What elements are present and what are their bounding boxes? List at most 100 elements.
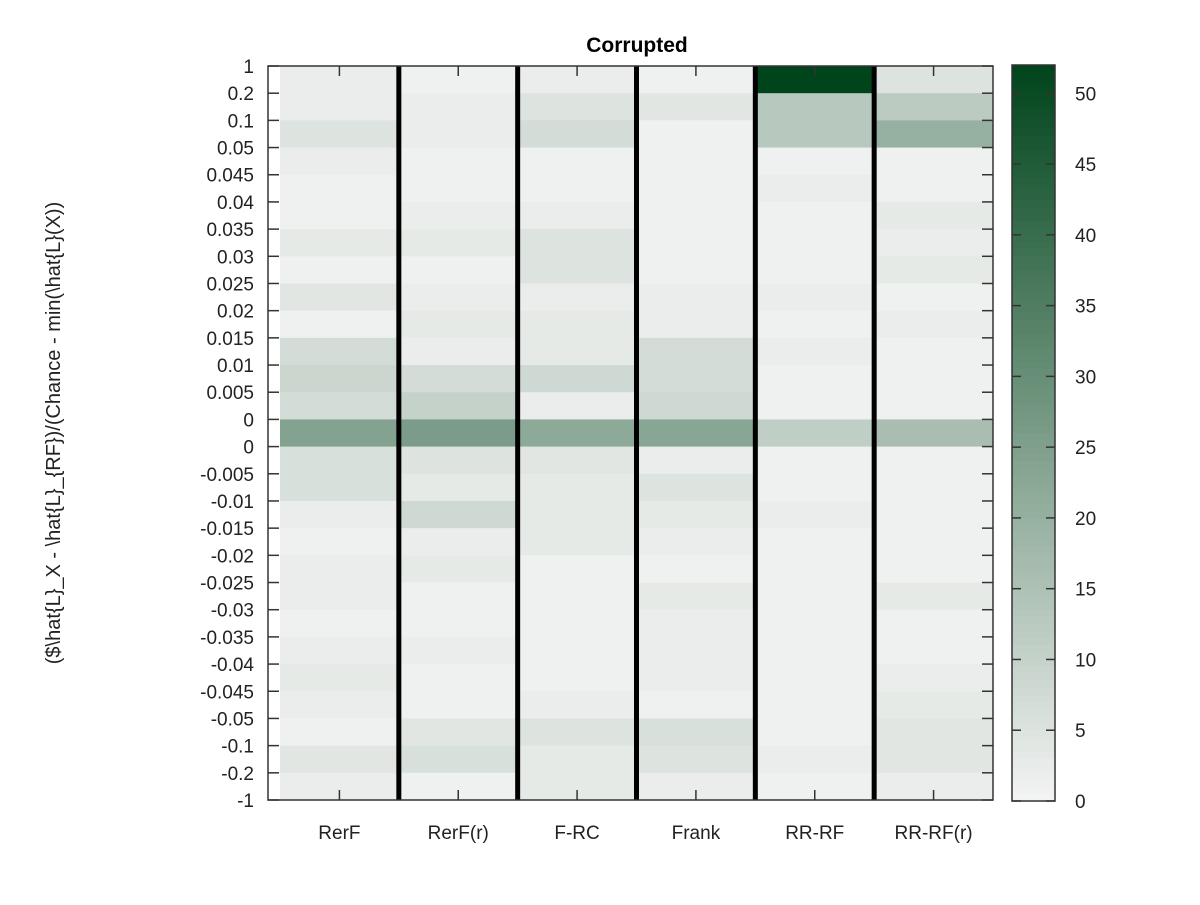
- heatmap-cell: [636, 147, 756, 176]
- heatmap-cell: [280, 528, 400, 556]
- colorbar-swatch: [1012, 553, 1055, 561]
- heatmap-cell: [398, 256, 519, 284]
- colorbar-swatch: [1012, 482, 1055, 491]
- heatmap-cell: [398, 201, 519, 230]
- colorbar-swatch: [1012, 723, 1055, 731]
- heatmap-cell: [517, 473, 637, 502]
- y-tick-label: 0.2: [228, 84, 254, 105]
- colorbar-tick-label: 10: [1075, 650, 1096, 671]
- y-axis-ticks: 1 0.2 0.1 0.05 0.045 0.04 0.035 0.03 0.025 0.02 0.…: [200, 57, 993, 812]
- heatmap-cell: [874, 229, 994, 257]
- heatmap-cell: [517, 745, 637, 774]
- colorbar-tick-label: 40: [1075, 226, 1096, 247]
- heatmap-cell: [517, 636, 637, 665]
- heatmap-cell: [874, 365, 994, 393]
- heatmap-cell: [280, 174, 400, 203]
- heatmap-cell: [398, 691, 519, 719]
- heatmap-cell: [517, 201, 637, 230]
- heatmap-cell: [280, 229, 400, 257]
- colorbar-swatch: [1012, 397, 1055, 406]
- x-tick-label: RerF: [318, 823, 360, 844]
- heatmap-cell: [636, 256, 756, 284]
- y-tick-label: -0.045: [200, 682, 254, 703]
- heatmap-cell: [755, 718, 875, 747]
- heatmap-cell: [636, 664, 756, 692]
- colorbar-swatch: [1012, 234, 1055, 243]
- heatmap-cell: [874, 201, 994, 230]
- heatmap-cell: [636, 93, 756, 121]
- colorbar-swatch: [1012, 652, 1055, 661]
- colorbar-tick-label: 50: [1075, 84, 1096, 105]
- heatmap-cell: [517, 392, 637, 420]
- heatmap-cell: [636, 718, 756, 747]
- colorbar-swatch: [1012, 609, 1055, 618]
- x-tick-label: RR-RF(r): [895, 823, 973, 844]
- colorbar-swatch: [1012, 185, 1055, 193]
- colorbar-swatch: [1012, 284, 1055, 293]
- colorbar-swatch: [1012, 142, 1055, 151]
- heatmap-cell: [517, 446, 637, 475]
- colorbar-swatch: [1012, 574, 1055, 583]
- y-tick-label: 0.015: [206, 329, 254, 350]
- heatmap-cell: [636, 365, 756, 393]
- heatmap-cell: [636, 745, 756, 774]
- heatmap-cell: [755, 500, 875, 529]
- heatmap-cell: [874, 555, 994, 584]
- heatmap-cell: [517, 664, 637, 692]
- colorbar-swatch: [1012, 425, 1055, 434]
- heatmap-cell: [636, 201, 756, 230]
- y-tick-label: 0: [243, 410, 254, 431]
- heatmap-cell: [874, 283, 994, 312]
- colorbar-swatch: [1012, 496, 1055, 505]
- colorbar-tick-label: 35: [1075, 297, 1096, 318]
- colorbar-tick-label: 0: [1075, 792, 1086, 813]
- colorbar-swatch: [1012, 786, 1055, 795]
- heatmap-cell: [398, 609, 519, 638]
- heatmap-cell: [874, 392, 994, 420]
- column-separators: [396, 66, 877, 800]
- y-tick-label: -0.04: [211, 655, 255, 676]
- plot-frame: [267, 65, 994, 801]
- heatmap-cell: [636, 636, 756, 665]
- heatmap-cell: [398, 392, 519, 420]
- colorbar-swatch: [1012, 546, 1055, 554]
- colorbar-swatch: [1012, 199, 1055, 208]
- heatmap-cell: [874, 337, 994, 366]
- heatmap-cell: [517, 310, 637, 339]
- colorbar-swatch: [1012, 567, 1055, 576]
- colorbar-swatch: [1012, 362, 1055, 370]
- colorbar-swatch: [1012, 114, 1055, 123]
- heatmap-cell: [636, 310, 756, 339]
- heatmap-cell: [755, 582, 875, 611]
- colorbar-swatch: [1012, 744, 1055, 753]
- colorbar-swatch: [1012, 730, 1055, 738]
- heatmap-cell: [398, 555, 519, 584]
- colorbar-swatch: [1012, 149, 1055, 158]
- heatmap-cell: [755, 93, 875, 121]
- colorbar-swatch: [1012, 440, 1055, 448]
- heatmap-cell: [874, 120, 994, 149]
- colorbar-swatch: [1012, 157, 1055, 165]
- y-tick-label: 0.04: [217, 193, 254, 214]
- colorbar-swatch: [1012, 390, 1055, 399]
- colorbar-swatch: [1012, 461, 1055, 469]
- heatmap-cell: [280, 691, 400, 719]
- heatmap-cell: [636, 500, 756, 529]
- colorbar-swatch: [1012, 93, 1055, 101]
- colorbar-swatch: [1012, 666, 1055, 675]
- heatmap-cell: [755, 365, 875, 393]
- heatmap-cell: [755, 664, 875, 692]
- colorbar-swatch: [1012, 602, 1055, 611]
- heatmap-cell: [755, 120, 875, 149]
- heatmap-cell: [874, 500, 994, 529]
- heatmap-cell: [874, 609, 994, 638]
- colorbar-swatch: [1012, 107, 1055, 116]
- y-tick-label: 0.045: [206, 166, 254, 187]
- heatmap-cell: [874, 691, 994, 719]
- heatmap-cell: [280, 120, 400, 149]
- heatmap-cell: [280, 555, 400, 584]
- y-tick-label: 0.025: [206, 274, 254, 295]
- colorbar-swatch: [1012, 581, 1055, 590]
- y-tick-label: 0.005: [206, 383, 254, 404]
